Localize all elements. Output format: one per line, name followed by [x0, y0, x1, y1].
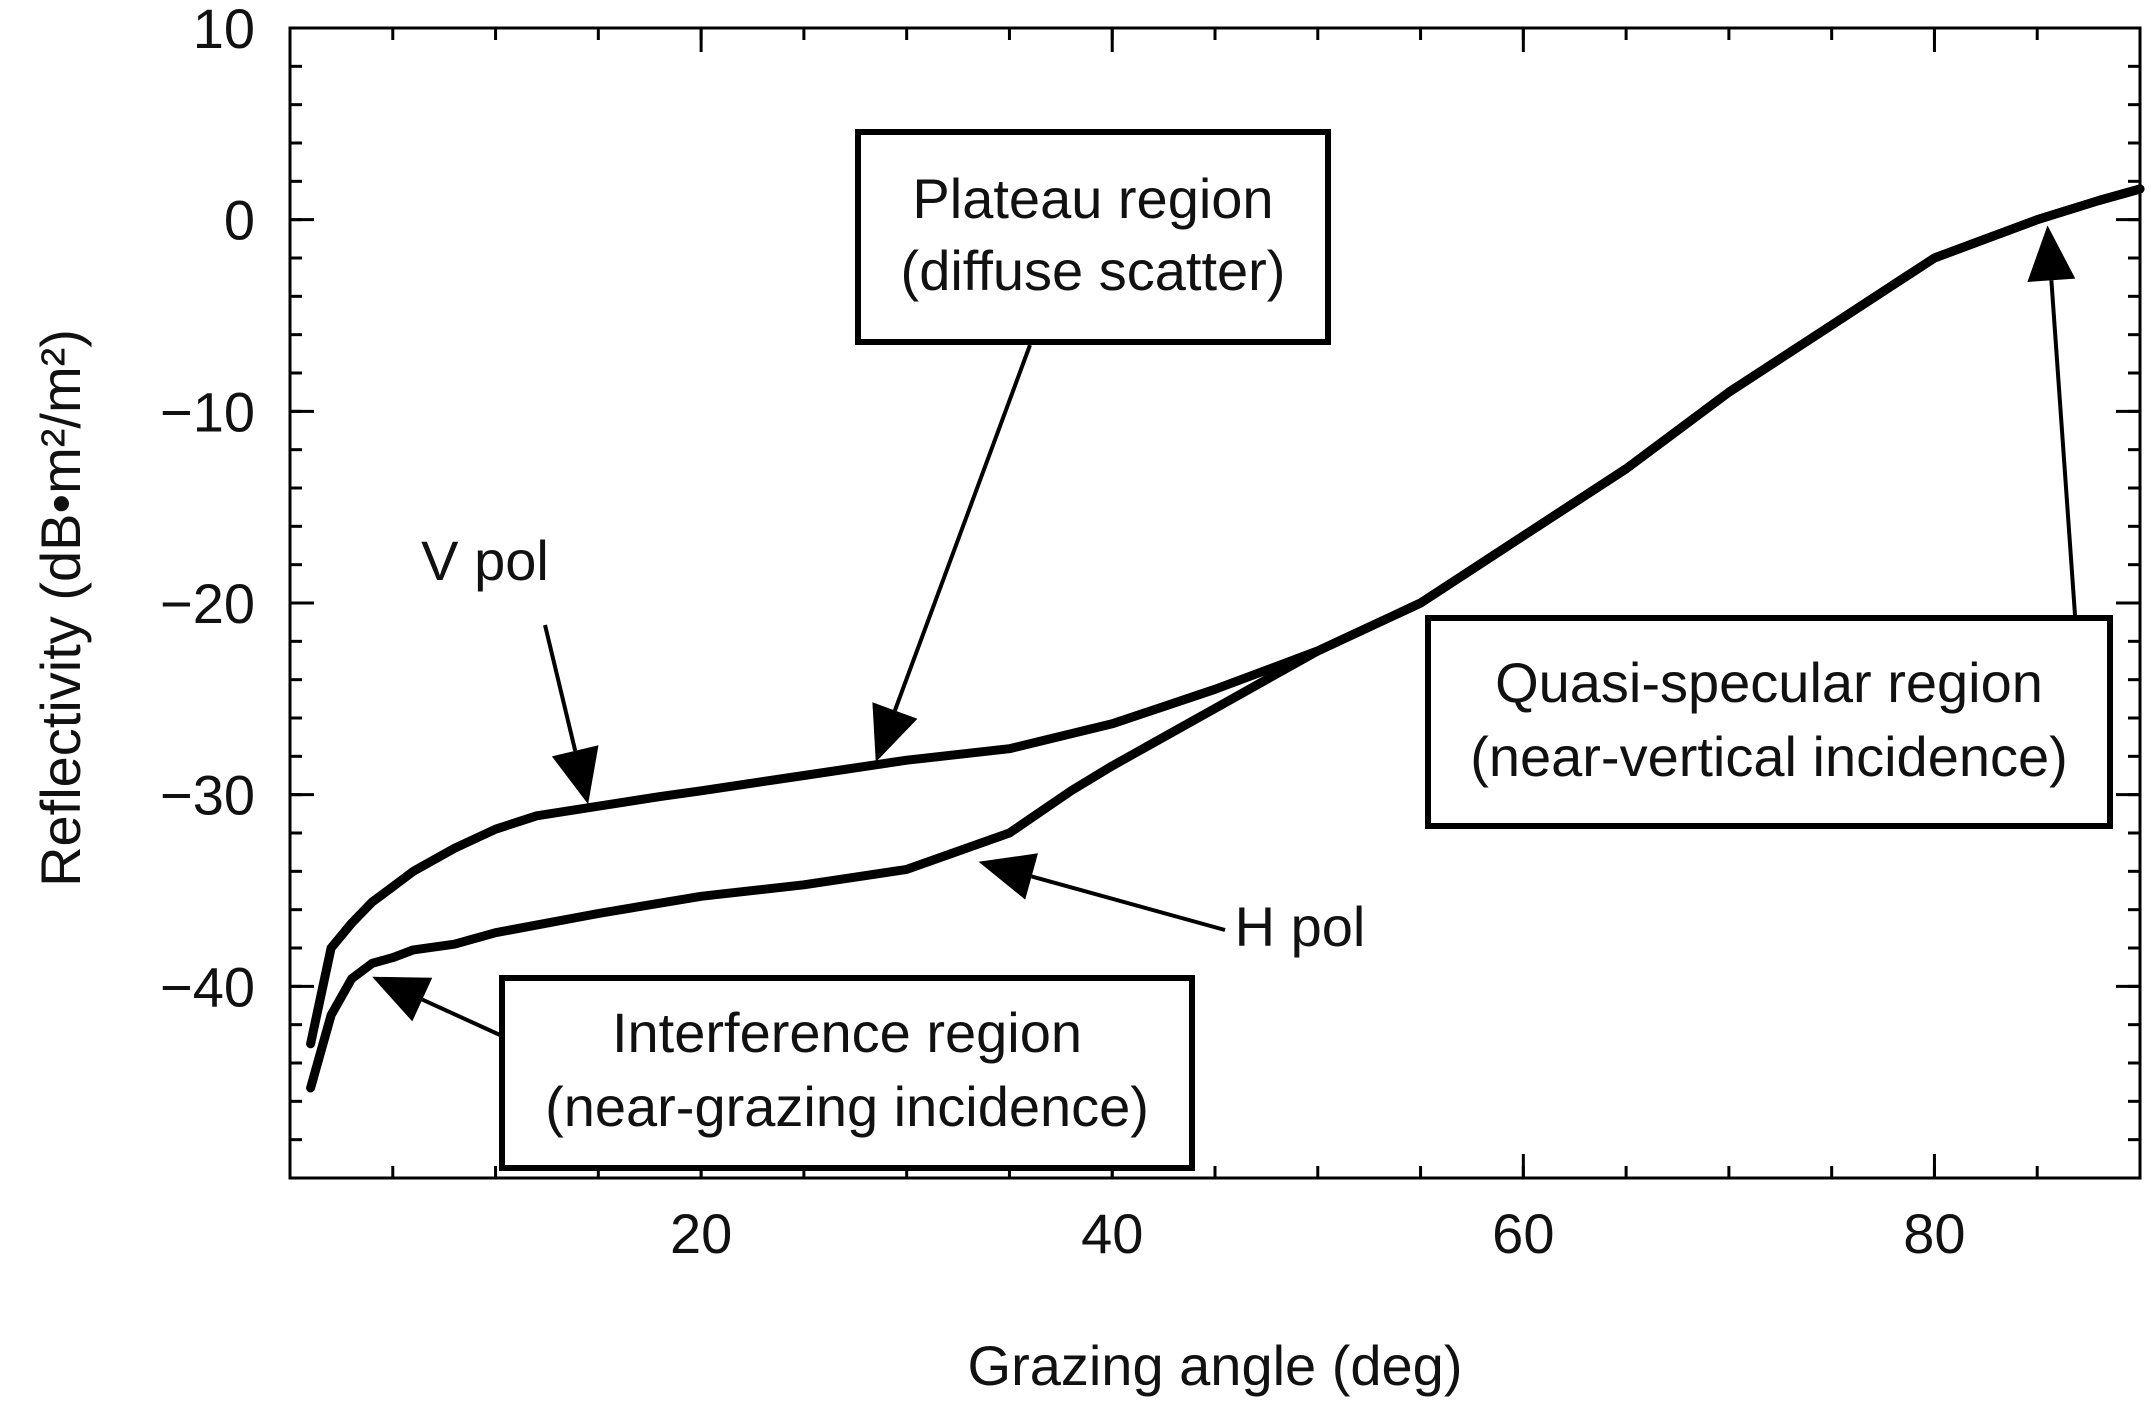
x-tick-label: 80	[1903, 1202, 1965, 1265]
x-axis-ticks: 20 40 60 80	[670, 28, 1966, 1265]
h-pol-label: H pol	[1235, 895, 1366, 958]
y-axis-ticks: 10 0 −10 −20 −30 −40	[160, 0, 2140, 1018]
plateau-box	[855, 129, 1331, 345]
annotation-arrows	[372, 225, 2077, 1037]
interference-arrow-head	[372, 976, 433, 1022]
y-tick-label: −10	[160, 380, 255, 443]
h-pol-curve	[306, 184, 2145, 1093]
v-pol-label: V pol	[421, 529, 549, 592]
quasi-specular-label-line2: (near-vertical incidence)	[1470, 725, 2068, 788]
x-tick-label: 60	[1492, 1202, 1554, 1265]
plateau-label-line1: Plateau region	[912, 167, 1273, 230]
quasi-specular-annotation: Quasi-specular region (near-vertical inc…	[1425, 615, 2113, 829]
y-tick-label: −40	[160, 955, 255, 1018]
quasi-arrow-head	[2027, 225, 2076, 282]
curves	[306, 184, 2145, 1093]
x-tick-label: 20	[670, 1202, 732, 1265]
quasi-arrow-shaft	[2049, 280, 2077, 616]
quasi-specular-label-line1: Quasi-specular region	[1495, 651, 2043, 714]
h-pol-arrow-shaft	[1031, 874, 1226, 932]
plateau-arrow-shaft	[893, 344, 1032, 712]
x-axis-title: Grazing angle (deg)	[968, 1334, 1463, 1397]
y-tick-label: 10	[193, 0, 255, 60]
interference-label-line1: Interference region	[612, 1001, 1082, 1064]
plateau-annotation: Plateau region (diffuse scatter)	[855, 129, 1331, 345]
quasi-specular-box	[1425, 615, 2113, 829]
x-tick-label: 40	[1081, 1202, 1143, 1265]
y-tick-label: −20	[160, 572, 255, 635]
interference-annotation: Interference region (near-grazing incide…	[499, 975, 1195, 1171]
interference-label-line2: (near-grazing incidence)	[545, 1075, 1149, 1138]
h-pol-arrow-head	[978, 853, 1038, 900]
y-tick-label: −30	[160, 764, 255, 827]
interference-box	[499, 975, 1195, 1171]
y-axis-title: Reflectivity (dB•m²/m²)	[29, 329, 92, 887]
v-pol-arrow-shaft	[543, 624, 578, 752]
plateau-arrow-head	[872, 702, 918, 763]
plateau-label-line2: (diffuse scatter)	[901, 239, 1286, 302]
y-tick-label: 0	[224, 189, 255, 252]
v-pol-arrow-head	[551, 745, 599, 805]
interference-arrow-shaft	[421, 997, 501, 1037]
